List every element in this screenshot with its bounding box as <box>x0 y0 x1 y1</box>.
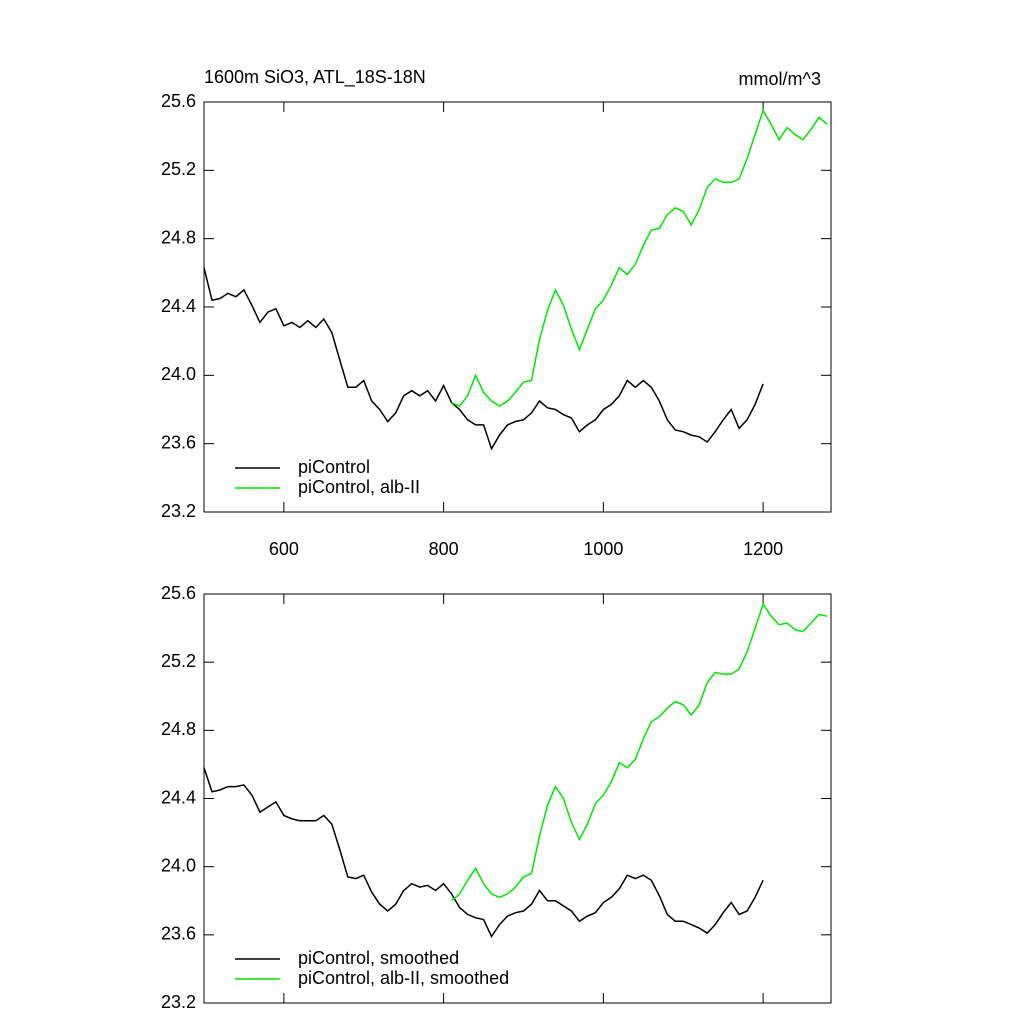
y-tick-label: 23.2 <box>161 501 196 521</box>
y-tick-label: 24.0 <box>161 855 196 875</box>
units-label: mmol/m^3 <box>739 69 821 89</box>
y-tick-label: 24.4 <box>161 296 196 316</box>
series-line <box>451 108 828 408</box>
plot-frame <box>203 593 832 1004</box>
y-tick-label: 24.4 <box>161 787 196 807</box>
y-tick-label: 24.8 <box>161 227 196 247</box>
x-tick-label: 1000 <box>583 539 623 559</box>
x-tick-label: 600 <box>269 539 299 559</box>
chart-title: 1600m SiO3, ATL_18S-18N <box>204 67 426 88</box>
y-tick-label: 25.2 <box>161 159 196 179</box>
legend-label: piControl, alb-II, smoothed <box>298 968 509 988</box>
y-tick-label: 23.6 <box>161 432 196 452</box>
x-tick-label: 1200 <box>743 539 783 559</box>
y-tick-label: 23.6 <box>161 924 196 944</box>
y-tick-label: 25.2 <box>161 651 196 671</box>
y-tick-label: 23.2 <box>161 992 196 1012</box>
series-line <box>451 602 828 902</box>
series-line <box>203 767 764 939</box>
x-tick-label: 800 <box>429 539 459 559</box>
y-tick-label: 24.8 <box>161 719 196 739</box>
plot-frame <box>203 101 832 513</box>
y-tick-label: 25.6 <box>161 91 196 111</box>
legend-label: piControl, smoothed <box>298 948 459 968</box>
series-line <box>203 267 764 451</box>
y-tick-label: 24.0 <box>161 364 196 384</box>
legend-label: piControl <box>298 457 370 477</box>
y-tick-label: 25.6 <box>161 583 196 603</box>
legend-label: piControl, alb-II <box>298 477 420 497</box>
